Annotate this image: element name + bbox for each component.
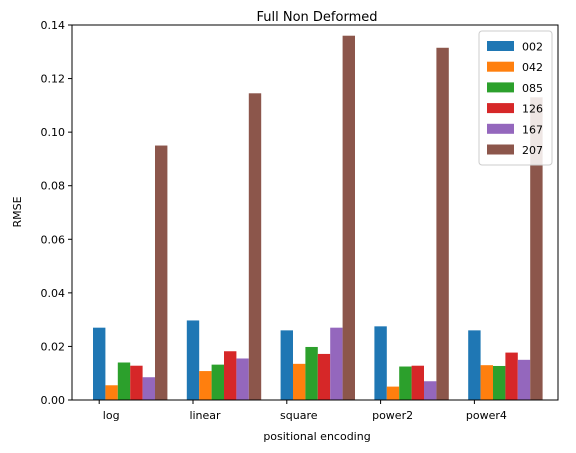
y-tick-label: 0.00 [41,394,66,407]
legend-swatch-042 [487,61,514,72]
chart-title: Full Non Deformed [257,10,378,25]
bar-042-log [105,385,118,400]
x-tick-label: power2 [372,409,413,422]
bar-002-power2 [374,326,387,400]
bar-085-square [305,346,318,400]
legend-label-002: 002 [522,41,543,54]
y-tick-label: 0.10 [41,126,66,139]
bar-002-log [93,327,106,400]
legend-label-167: 167 [522,123,543,136]
legend-label-042: 042 [522,61,543,74]
x-tick-label: square [280,409,318,422]
x-tick-label: power4 [466,409,507,422]
y-tick-label: 0.04 [41,287,66,300]
bar-126-square [317,353,331,400]
bar-167-linear [236,358,249,400]
bar-042-linear [199,371,212,400]
bar-207-power4 [530,97,543,400]
plot-frame [71,24,559,401]
bar-167-log [142,377,155,400]
legend-label-126: 126 [522,103,543,116]
bar-167-square [330,327,343,400]
y-tick-label: 0.14 [41,19,66,32]
y-axis: 0.00 0.02 0.04 0.06 0.08 0.10 0.12 0.14 [41,19,72,407]
bar-126-log [130,365,143,400]
bar-085-power2 [399,366,412,400]
legend-swatch-002 [487,41,514,51]
legend-label-085: 085 [522,82,543,95]
x-tick-label: log [103,409,120,422]
bar-126-linear [224,351,237,400]
bar-167-power4 [517,359,531,400]
x-tick-label: linear [189,409,221,422]
bar-207-power2 [436,47,449,401]
bar-042-square [293,363,306,400]
bars-group [93,35,543,401]
legend-swatch-126 [487,103,514,114]
bar-085-log [117,362,131,400]
bar-126-power4 [505,352,518,400]
bar-207-linear [248,93,262,401]
bar-126-power2 [411,365,424,400]
y-axis-label: RMSE [11,196,24,227]
legend-swatch-167 [487,123,514,134]
bar-207-log [155,145,168,400]
y-tick-label: 0.02 [41,340,66,353]
y-tick-label: 0.06 [41,233,66,246]
bar-042-power2 [386,386,400,400]
bar-002-linear [186,320,200,400]
bar-002-power4 [468,330,481,400]
bar-002-square [280,330,293,400]
x-axis-label: positional encoding [263,430,370,443]
bar-207-square [342,35,355,401]
legend-label-207: 207 [522,144,543,157]
legend-swatch-085 [487,82,514,93]
bar-085-linear [211,364,224,400]
y-tick-label: 0.12 [41,73,66,86]
legend-swatch-207 [487,144,514,155]
bar-085-power4 [493,365,506,400]
x-axis: log linear square power2 power4 [98,400,507,422]
bar-042-power4 [480,365,493,400]
y-tick-label: 0.08 [41,180,66,193]
bar-167-power2 [424,381,437,400]
legend: 002 042 085 126 167 207 [478,30,553,166]
